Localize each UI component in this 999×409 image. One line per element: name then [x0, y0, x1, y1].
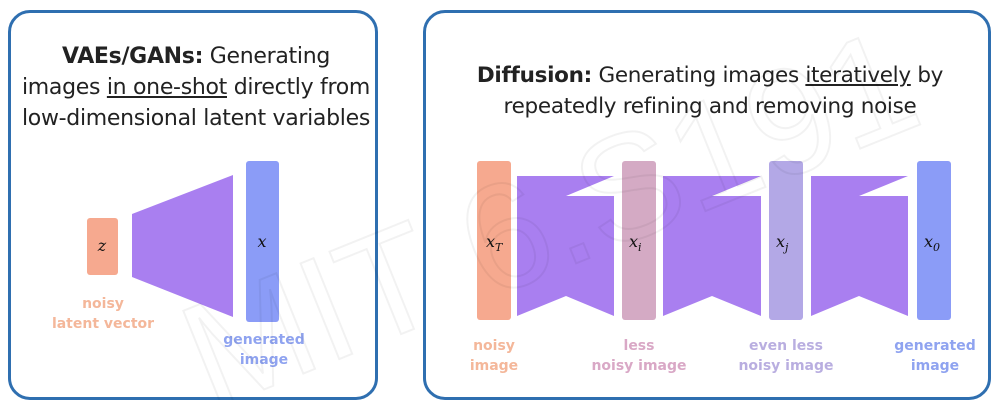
xi-symbol: xi	[629, 232, 642, 254]
less-noisy-image-label: less noisy image	[591, 338, 687, 374]
xj-block	[769, 161, 803, 320]
generator-trapezoid	[132, 175, 233, 317]
even-less-noisy-image-label: even less noisy image	[738, 338, 834, 374]
diffusion-title: Diffusion: Generating images iteratively…	[436, 60, 984, 122]
vae-gan-title-line2: images	[21, 75, 107, 100]
xT-block	[477, 161, 511, 320]
generated-image-label: generated image	[223, 332, 305, 368]
xi-block	[622, 161, 656, 320]
diffusion-title-post: by	[910, 63, 944, 88]
diffusion-title-bold: Diffusion:	[476, 63, 592, 88]
latent-vector-block	[87, 218, 118, 275]
x-symbol: x	[257, 232, 266, 251]
noisy-image-label: noisy image	[469, 338, 519, 374]
vae-gan-diagram: z x	[87, 161, 279, 322]
xj-symbol: xj	[776, 232, 789, 254]
denoise-step-2	[663, 176, 761, 316]
diffusion-title-underline: iteratively	[805, 63, 911, 88]
diffusion-panel: Diffusion: Generating images iteratively…	[423, 10, 991, 400]
denoise-step-1	[517, 176, 614, 316]
x0-block	[917, 161, 951, 320]
diffusion-title-text: Generating images	[591, 63, 806, 88]
generated-image-block	[246, 161, 279, 322]
vae-gan-title-line2-post: directly from	[227, 75, 371, 100]
diffusion-title-line2: repeatedly refining and removing noise	[503, 94, 917, 119]
vae-gan-title-bold: VAEs/GANs:	[61, 44, 204, 69]
vae-gan-title-underline: in one-shot	[106, 75, 227, 100]
vae-gan-title-line3: low-dimensional latent variables	[22, 106, 370, 131]
diffusion-diagram: xT xi xj x0	[477, 161, 951, 320]
z-symbol: z	[97, 236, 107, 255]
vae-gan-title-text: Generating	[203, 44, 331, 69]
generated-image-label-right: generated image	[894, 338, 976, 374]
vae-gan-title: VAEs/GANs: Generating images in one-shot…	[21, 41, 371, 134]
noisy-latent-vector-label: noisy latent vector	[51, 296, 155, 332]
xT-symbol: xT	[486, 232, 504, 254]
denoise-step-3	[811, 176, 908, 316]
x0-symbol: x0	[924, 232, 940, 254]
vae-gan-panel: VAEs/GANs: Generating images in one-shot…	[8, 10, 378, 400]
